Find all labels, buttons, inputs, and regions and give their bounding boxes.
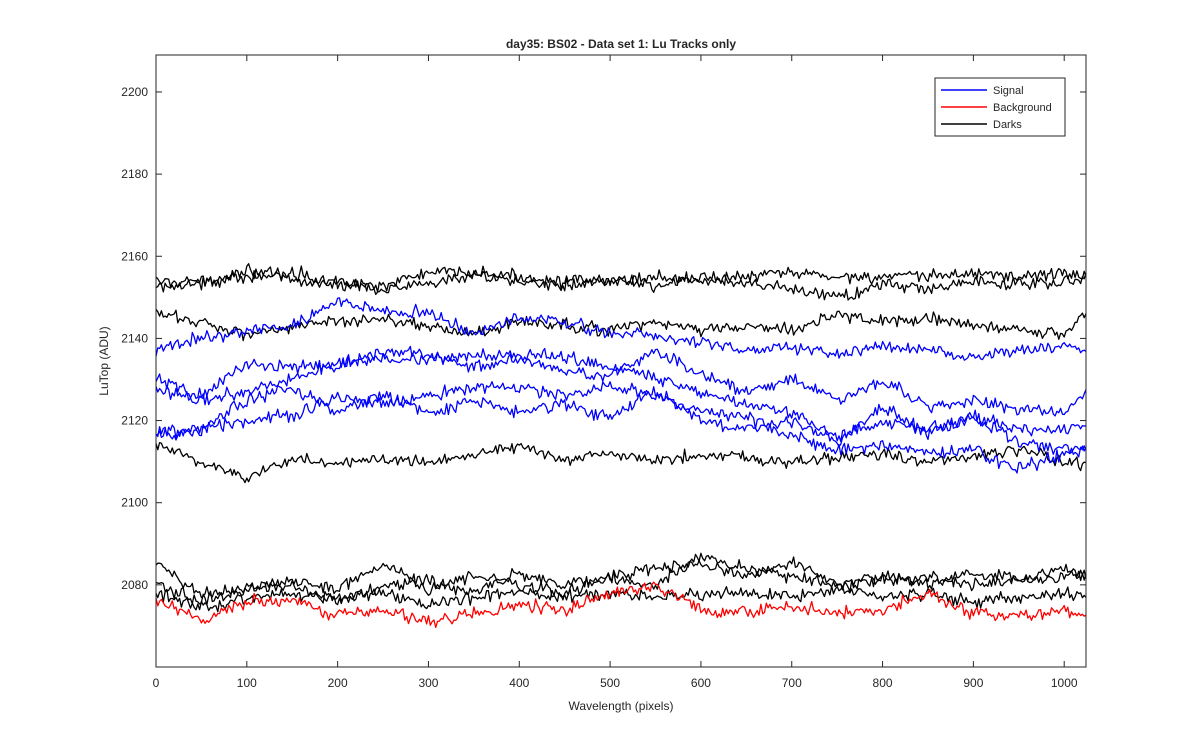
legend-label-background: Background xyxy=(993,102,1052,114)
x-tick-label: 0 xyxy=(153,676,160,690)
y-tick-label: 2140 xyxy=(121,331,148,345)
y-tick-label: 2120 xyxy=(121,414,148,428)
x-tick-label: 800 xyxy=(873,676,893,690)
series-line-signal xyxy=(155,297,1087,361)
series-line-darks xyxy=(155,556,1087,606)
ticks-layer: 0 100 200 300 400 500 600 700 800 900 1000 2080 2100… xyxy=(121,55,1086,690)
x-tick-label: 400 xyxy=(509,676,529,690)
plot-area xyxy=(156,55,1086,667)
series-line-signal xyxy=(155,384,1087,455)
series-line-darks xyxy=(155,308,1087,342)
x-tick-label: 300 xyxy=(418,676,438,690)
series-line-darks xyxy=(155,585,1087,613)
y-tick-label: 2160 xyxy=(121,249,148,263)
chart-title: day35: BS02 - Data set 1: Lu Tracks only xyxy=(506,37,736,51)
series-line-background xyxy=(155,581,1087,629)
series-line-darks xyxy=(155,441,1087,484)
y-axis-label: LuTop (ADU) xyxy=(97,326,111,395)
x-axis-label: Wavelength (pixels) xyxy=(569,699,674,713)
legend: Signal Background Darks xyxy=(934,77,1066,137)
series-layer xyxy=(155,263,1087,629)
series-line-darks xyxy=(155,265,1087,301)
x-tick-label: 900 xyxy=(963,676,983,690)
y-tick-label: 2200 xyxy=(121,85,148,99)
axes-frame xyxy=(155,54,1087,668)
x-tick-label: 100 xyxy=(237,676,257,690)
x-tick-label: 200 xyxy=(328,676,348,690)
x-tick-label: 1000 xyxy=(1051,676,1078,690)
x-tick-label: 600 xyxy=(691,676,711,690)
y-tick-label: 2100 xyxy=(121,496,148,510)
x-tick-label: 500 xyxy=(600,676,620,690)
legend-label-signal: Signal xyxy=(993,85,1024,97)
y-tick-label: 2080 xyxy=(121,578,148,592)
series-line-darks xyxy=(155,552,1087,606)
x-tick-label: 700 xyxy=(782,676,802,690)
series-line-signal xyxy=(155,381,1087,474)
series-line-signal xyxy=(155,347,1087,443)
legend-label-darks: Darks xyxy=(993,119,1022,131)
y-tick-label: 2180 xyxy=(121,167,148,181)
